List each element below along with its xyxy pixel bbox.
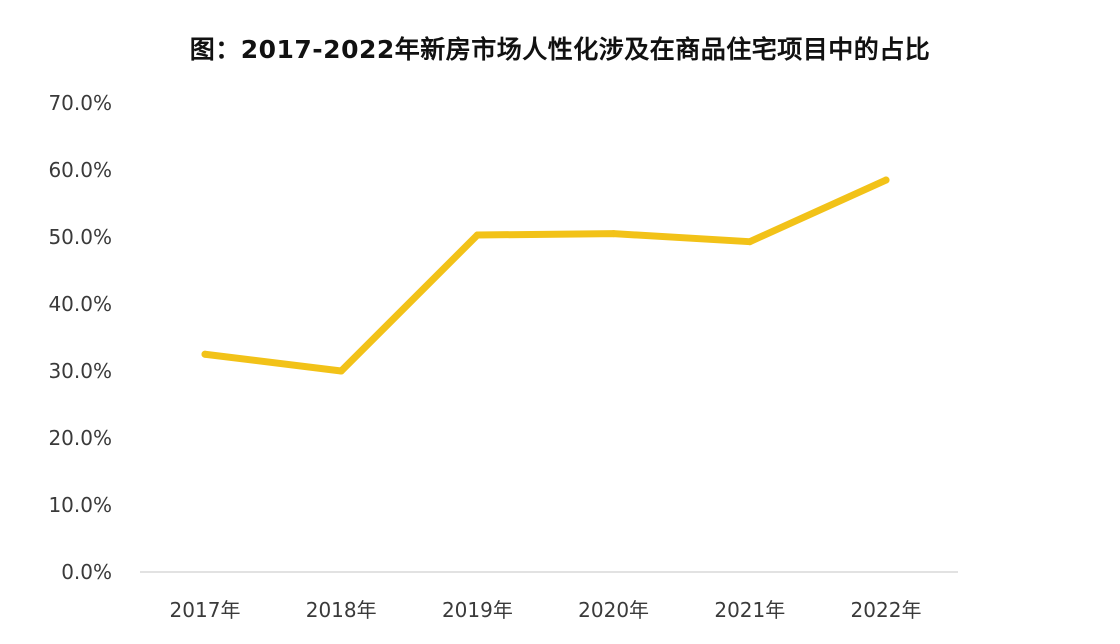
- y-tick-label: 10.0%: [48, 493, 112, 517]
- data-point: [882, 176, 890, 184]
- y-tick-label: 60.0%: [48, 158, 112, 182]
- chart-title: 图：2017-2022年新房市场人性化涉及在商品住宅项目中的占比: [189, 35, 931, 64]
- y-axis: 0.0% 10.0% 20.0% 30.0% 40.0% 50.0% 60.0% 70.0%: [48, 91, 112, 584]
- series-line: [201, 176, 890, 375]
- data-point: [473, 231, 481, 239]
- data-point: [337, 367, 345, 375]
- x-tick-label: 2020年: [578, 598, 649, 622]
- data-point: [746, 238, 754, 246]
- y-tick-label: 50.0%: [48, 225, 112, 249]
- y-tick-label: 70.0%: [48, 91, 112, 115]
- x-axis: 2017年 2018年 2019年 2020年 2021年 2022年: [140, 571, 958, 622]
- x-tick-label: 2021年: [714, 598, 785, 622]
- x-tick-label: 2019年: [442, 598, 513, 622]
- x-tick-label: 2022年: [851, 598, 922, 622]
- plot-area: [201, 176, 890, 375]
- x-tick-label: 2018年: [306, 598, 377, 622]
- y-tick-label: 30.0%: [48, 359, 112, 383]
- y-tick-label: 0.0%: [61, 560, 112, 584]
- data-point: [201, 350, 209, 358]
- y-tick-label: 20.0%: [48, 426, 112, 450]
- data-point: [610, 230, 618, 238]
- x-tick-label: 2017年: [170, 598, 241, 622]
- y-tick-label: 40.0%: [48, 292, 112, 316]
